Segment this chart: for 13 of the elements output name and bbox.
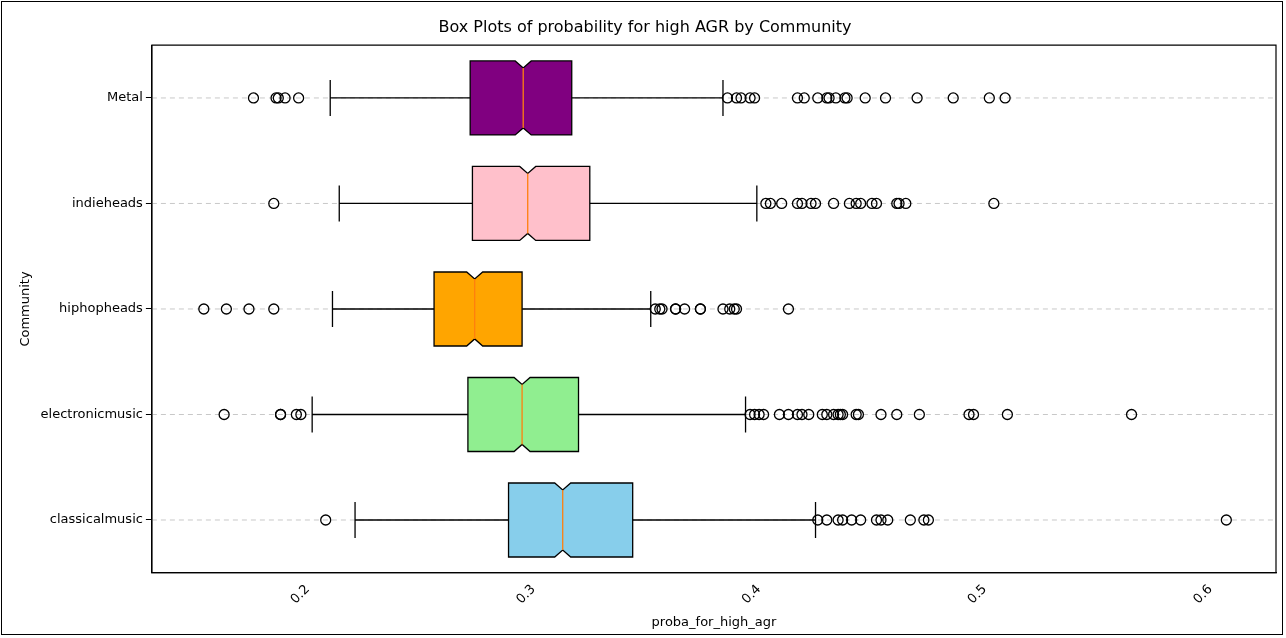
y-tick-label: classicalmusic [49, 511, 143, 527]
y-tick-label: Metal [107, 89, 143, 105]
x-tick-label: 0.5 [964, 581, 990, 607]
y-tick-label: indieheads [71, 194, 144, 210]
x-tick-label: 0.2 [286, 581, 313, 607]
y-tick-label: hiphopheads [59, 300, 144, 316]
x-axis-title: proba_for_high_agr [651, 613, 777, 629]
y-tick-label: electronicmusic [40, 405, 143, 421]
x-tick-label: 0.6 [1189, 581, 1216, 607]
x-tick-label: 0.4 [738, 581, 764, 607]
y-axis-title: Community [17, 271, 33, 347]
x-tick-label: 0.3 [512, 581, 538, 607]
chart-title: Box Plots of probability for high AGR by Community [438, 16, 852, 36]
